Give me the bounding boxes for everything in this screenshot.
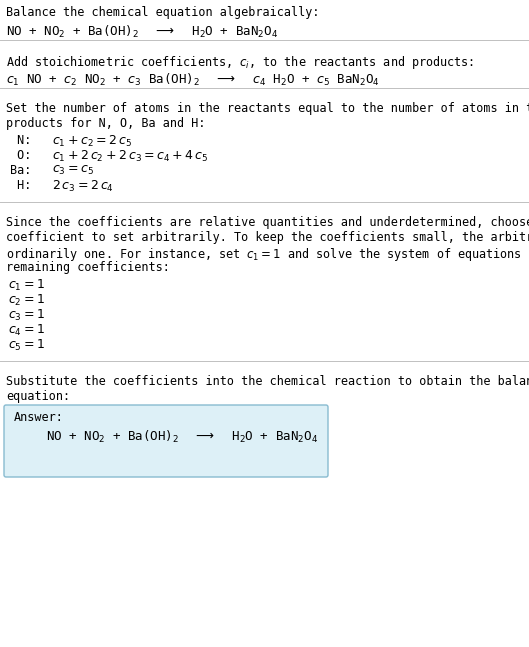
- Text: NO + NO$_2$ + Ba(OH)$_2$  $\longrightarrow$  H$_2$O + BaN$_2$O$_4$: NO + NO$_2$ + Ba(OH)$_2$ $\longrightarro…: [46, 429, 318, 445]
- Text: Add stoichiometric coefficients, $c_i$, to the reactants and products:: Add stoichiometric coefficients, $c_i$, …: [6, 54, 474, 71]
- Text: Ba:: Ba:: [10, 164, 31, 177]
- Text: $c_2 = 1$: $c_2 = 1$: [8, 293, 45, 308]
- Text: $c_3 = 1$: $c_3 = 1$: [8, 308, 45, 323]
- Text: products for N, O, Ba and H:: products for N, O, Ba and H:: [6, 117, 205, 130]
- Text: $c_1$ NO + $c_2$ NO$_2$ + $c_3$ Ba(OH)$_2$  $\longrightarrow$  $c_4$ H$_2$O + $c: $c_1$ NO + $c_2$ NO$_2$ + $c_3$ Ba(OH)$_…: [6, 72, 380, 88]
- Text: Since the coefficients are relative quantities and underdetermined, choose a: Since the coefficients are relative quan…: [6, 216, 529, 229]
- Text: $c_1 + c_2 = 2\,c_5$: $c_1 + c_2 = 2\,c_5$: [52, 134, 132, 149]
- Text: N:: N:: [10, 134, 31, 147]
- Text: $c_1 = 1$: $c_1 = 1$: [8, 278, 45, 293]
- Text: O:: O:: [10, 149, 31, 162]
- Text: $c_1 + 2\,c_2 + 2\,c_3 = c_4 + 4\,c_5$: $c_1 + 2\,c_2 + 2\,c_3 = c_4 + 4\,c_5$: [52, 149, 208, 164]
- Text: $c_5 = 1$: $c_5 = 1$: [8, 338, 45, 353]
- Text: Set the number of atoms in the reactants equal to the number of atoms in the: Set the number of atoms in the reactants…: [6, 102, 529, 115]
- Text: NO + NO$_2$ + Ba(OH)$_2$  $\longrightarrow$  H$_2$O + BaN$_2$O$_4$: NO + NO$_2$ + Ba(OH)$_2$ $\longrightarro…: [6, 24, 278, 40]
- Text: $2\,c_3 = 2\,c_4$: $2\,c_3 = 2\,c_4$: [52, 179, 114, 194]
- FancyBboxPatch shape: [4, 405, 328, 477]
- Text: coefficient to set arbitrarily. To keep the coefficients small, the arbitrary va: coefficient to set arbitrarily. To keep …: [6, 231, 529, 244]
- Text: H:: H:: [10, 179, 31, 192]
- Text: Substitute the coefficients into the chemical reaction to obtain the balanced: Substitute the coefficients into the che…: [6, 375, 529, 388]
- Text: $c_4 = 1$: $c_4 = 1$: [8, 323, 45, 338]
- Text: remaining coefficients:: remaining coefficients:: [6, 261, 170, 274]
- Text: Answer:: Answer:: [14, 411, 64, 424]
- Text: equation:: equation:: [6, 390, 70, 403]
- Text: ordinarily one. For instance, set $c_1 = 1$ and solve the system of equations fo: ordinarily one. For instance, set $c_1 =…: [6, 246, 529, 263]
- Text: Balance the chemical equation algebraically:: Balance the chemical equation algebraica…: [6, 6, 320, 19]
- Text: $c_3 = c_5$: $c_3 = c_5$: [52, 164, 94, 177]
